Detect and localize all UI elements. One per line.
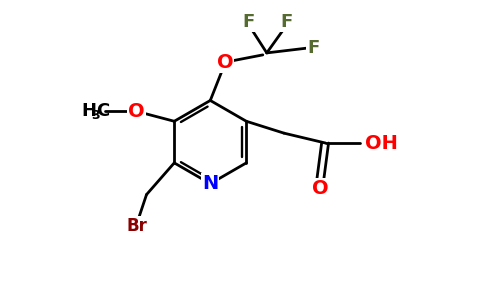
Text: 3: 3 [91,109,99,122]
Text: O: O [312,179,329,198]
Text: O: O [217,53,233,72]
Text: N: N [202,174,218,193]
Text: F: F [307,39,319,57]
Text: F: F [243,13,255,31]
Text: C: C [96,102,109,120]
Text: O: O [128,102,145,121]
Text: OH: OH [365,134,398,153]
Text: Br: Br [126,217,147,235]
Text: F: F [280,13,293,31]
Text: H: H [82,102,96,120]
